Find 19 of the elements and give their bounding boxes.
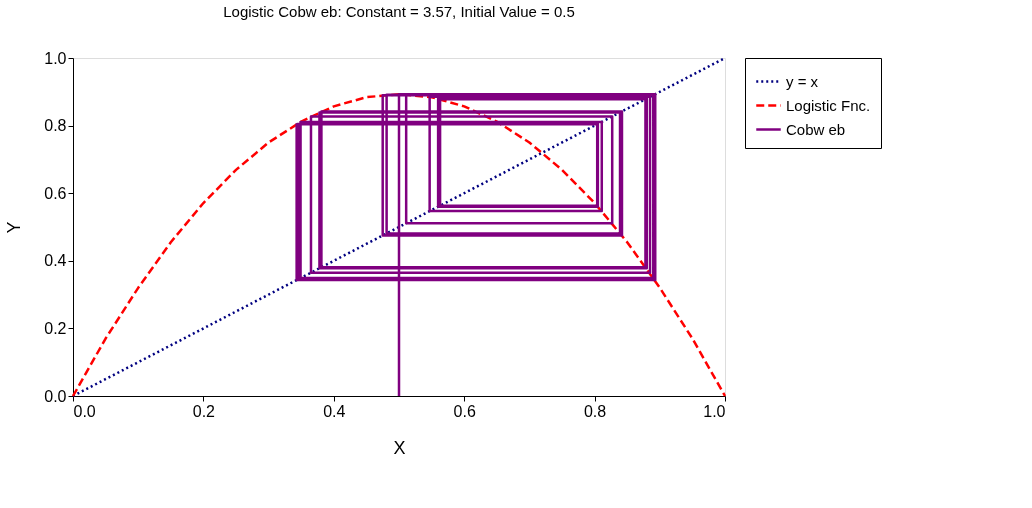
y-tick-label: 0.2 — [44, 319, 67, 337]
x-tick-label: 0.8 — [583, 402, 607, 420]
x-tick-label: 1.0 — [703, 402, 726, 420]
y-tick-label: 1.0 — [44, 49, 67, 67]
y-tick-label: 0.4 — [44, 252, 67, 270]
legend-label: y = x — [786, 72, 819, 90]
chart-title: Logistic Cobw eb: Constant = 3.57, Initial Value = 0.5 — [223, 3, 575, 20]
x-tick-label: 0.4 — [323, 402, 346, 420]
x-tick-label: 0.0 — [73, 402, 96, 420]
line-series — [295, 92, 657, 398]
y-tick-label: 0.6 — [44, 184, 67, 202]
x-axis-title: X — [393, 437, 406, 458]
y-tick-label: 0.8 — [44, 117, 67, 135]
y-axis-title: Y — [4, 221, 25, 234]
legend-label: Cobw eb — [786, 120, 846, 138]
x-tick-label: 0.2 — [192, 402, 216, 420]
y-tick-label: 0.0 — [44, 387, 67, 405]
x-tick-label: 0.6 — [453, 402, 476, 420]
legend-label: Logistic Fnc. — [786, 96, 871, 114]
